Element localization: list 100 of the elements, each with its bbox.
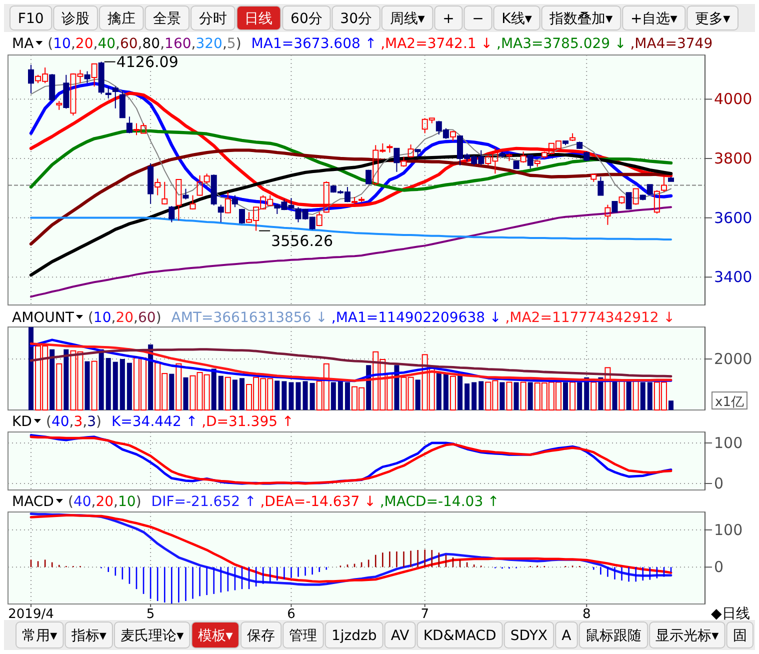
bar <box>436 372 442 410</box>
text: ,D=31.395 ↑ <box>202 414 294 430</box>
text: ,MA4=3749 <box>630 36 713 52</box>
text: AV <box>390 628 410 644</box>
bar <box>288 382 294 410</box>
y-tick-label: 100 <box>714 520 743 539</box>
text: 60分 <box>290 11 322 27</box>
y-axis-title: x1亿 <box>715 395 744 410</box>
bar <box>640 382 646 410</box>
line-series <box>29 148 673 246</box>
text: KD&MACD <box>423 628 496 644</box>
bar <box>84 361 90 410</box>
text: 更多▾ <box>695 11 730 27</box>
text: 诊股 <box>62 11 90 27</box>
x-tick-label: 7 <box>420 607 429 622</box>
bar <box>50 349 55 410</box>
text: F10 <box>18 11 44 27</box>
text: 全景 <box>153 11 182 27</box>
bar <box>443 372 448 410</box>
text: − <box>472 11 484 27</box>
text: 指标▾ <box>70 628 106 644</box>
x-tick-label: 5 <box>146 607 155 622</box>
bar <box>112 362 118 410</box>
text: SDYX <box>510 628 548 644</box>
bar <box>344 382 350 410</box>
text: 模板▾ <box>198 628 233 644</box>
x-tick-label: 8 <box>582 607 591 622</box>
y-tick-label: 2000 <box>714 350 752 368</box>
bar <box>64 349 69 410</box>
text: 30分 <box>340 11 372 27</box>
bar <box>218 376 224 410</box>
text: + <box>442 11 454 27</box>
text: 分时 <box>198 11 227 27</box>
text: 管理 <box>289 628 318 644</box>
bar <box>282 381 287 410</box>
text: 麦氏理论▾ <box>120 628 184 644</box>
series-label: DIF=-21.652 ↑ <box>151 494 256 510</box>
text: ,MA3=3785.029 ↓ <box>496 36 626 52</box>
y-tick-label: 3400 <box>714 268 752 286</box>
bar <box>478 381 484 410</box>
bar <box>577 382 582 410</box>
bar <box>296 382 301 410</box>
text: ,DEA=-14.637 ↓ <box>260 494 376 510</box>
bar <box>126 362 132 410</box>
text: ,MA2=117774342912 ↓ <box>505 310 676 326</box>
text: (10,20,40,60,80,160,320,5) <box>48 36 242 52</box>
text: 日线 <box>244 11 273 27</box>
bar <box>274 380 280 410</box>
annotation: 4126.09 <box>116 52 178 71</box>
bar <box>464 383 470 410</box>
text: ,MA2=3742.1 ↓ <box>380 36 492 52</box>
text: +自选▾ <box>630 11 678 27</box>
chart-title: KD <box>12 414 32 430</box>
text: 指数叠加▾ <box>548 11 613 27</box>
text: K线▾ <box>502 11 532 27</box>
text: 保存 <box>247 628 276 644</box>
x-tick-label: 2019/4 <box>8 607 54 622</box>
bar <box>183 377 188 410</box>
text: 擒庄 <box>107 11 136 27</box>
chart-subtitle: (40,3,3) <box>46 414 102 430</box>
chart-title: MA <box>12 36 34 52</box>
bar <box>647 382 652 410</box>
text: A <box>562 628 572 644</box>
text: 1jzdzb <box>331 628 377 644</box>
chart-title: AMOUNT <box>12 310 74 326</box>
y-tick-label: 4000 <box>714 90 752 108</box>
bar <box>106 358 111 410</box>
y-tick-label: 100 <box>714 434 743 452</box>
series-label: AMT=36616313856 ↓ <box>171 310 328 326</box>
text: ◆日线 <box>711 606 750 622</box>
chart-subtitle: (40,20,10) <box>68 494 142 510</box>
bar <box>211 368 216 410</box>
bar <box>514 382 519 410</box>
bar <box>98 349 104 410</box>
bar <box>472 382 477 410</box>
bar <box>120 359 125 410</box>
text: MA1=3673.608 ↑ <box>251 36 377 52</box>
bar <box>302 381 308 410</box>
bar <box>239 378 244 410</box>
text: 固 <box>732 628 747 644</box>
y-tick-label: 3800 <box>714 150 752 168</box>
y-tick-label: 3600 <box>714 208 752 227</box>
chart-title: MACD <box>12 494 54 510</box>
series-label: K=34.442 ↑ <box>111 414 198 430</box>
bar <box>500 382 505 410</box>
text: 鼠标跟随 <box>585 628 642 644</box>
text: 周线▾ <box>390 11 425 27</box>
bar <box>330 382 336 410</box>
bar <box>232 380 238 410</box>
bar <box>612 381 618 410</box>
bar <box>415 380 420 410</box>
text: ,MA1=114902209638 ↓ <box>331 310 502 326</box>
annotation: 3556.26 <box>271 232 334 250</box>
y-tick-label: 0 <box>714 558 724 576</box>
bar <box>563 382 568 410</box>
bar <box>310 382 315 410</box>
text: 显示光标▾ <box>656 628 719 644</box>
bar <box>528 382 533 410</box>
bar <box>338 381 343 410</box>
text: ,MACD=-14.03 ↑ <box>380 494 500 510</box>
